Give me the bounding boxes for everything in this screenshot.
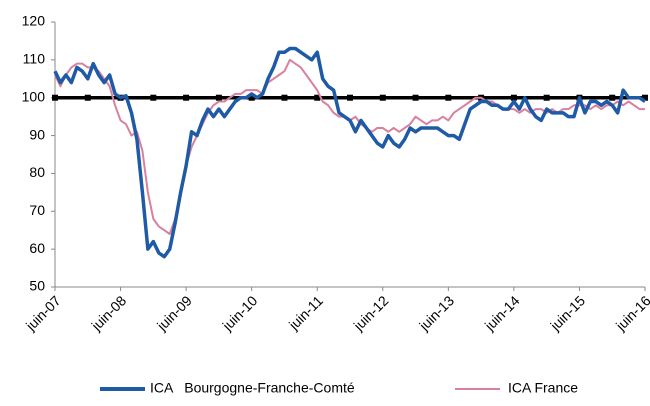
reference-marker [314,94,321,101]
x-tick-label: juin-07 [22,292,64,334]
y-tick-label: 50 [29,278,45,294]
reference-marker [642,94,648,101]
reference-marker [347,94,353,101]
reference-marker [215,94,222,101]
series-line [53,46,646,259]
x-tick-label: juin-11 [285,292,326,333]
y-tick-label: 70 [29,202,45,218]
reference-marker [445,94,452,101]
reference-marker [52,94,58,101]
reference-marker [412,94,419,101]
reference-marker [543,94,550,101]
y-tick-label: 60 [29,240,45,256]
x-tick-label: juin-12 [350,292,392,334]
y-tick-label: 90 [29,126,45,142]
reference-marker [281,94,288,101]
x-tick-label: juin-14 [481,292,523,334]
reference-marker [150,94,157,101]
legend-label: ICA France [508,380,578,396]
x-tick-label: juin-08 [88,292,130,334]
y-tick-label: 110 [23,51,46,67]
x-tick-label: juin-15 [546,292,588,334]
reference-marker [609,94,616,101]
x-tick-label: juin-13 [415,292,457,334]
reference-marker [379,94,386,101]
x-tick-label: juin-09 [153,292,195,334]
y-tick-label: 80 [29,164,45,180]
reference-marker [510,94,517,101]
x-tick-label: juin-10 [219,292,261,334]
y-tick-label: 100 [22,88,46,104]
reference-marker [183,94,190,101]
legend-label: ICA Bourgogne-Franche-Comté [150,380,355,396]
reference-marker [84,94,91,101]
x-tick-label: juin-16 [612,292,650,334]
y-tick-label: 120 [22,13,46,29]
reference-marker [248,94,255,101]
